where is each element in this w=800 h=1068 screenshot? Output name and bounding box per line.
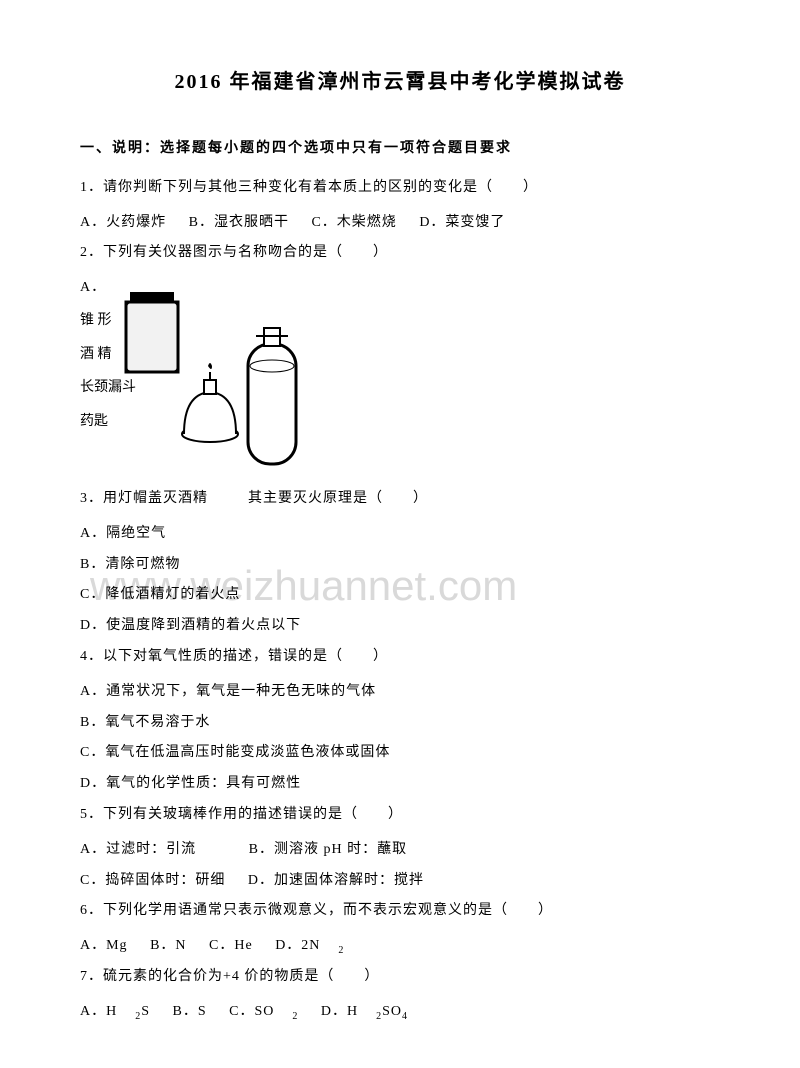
question-7-stem: 7．硫元素的化合价为+4 价的物质是（ ） (80, 962, 720, 993)
q4-option-a: A．通常状况下，氧气是一种无色无味的气体 (80, 677, 720, 708)
q1-option-a: A．火药爆炸 (80, 215, 166, 230)
q3-option-a: A．隔绝空气 (80, 519, 720, 550)
q7-option-a: A．H2S (80, 1004, 150, 1019)
q5-option-d: D．加速固体溶解时：搅拌 (248, 873, 424, 888)
section-header: 一、说明：选择题每小题的四个选项中只有一项符合题目要求 (80, 134, 720, 165)
apparatus-svg (120, 284, 340, 484)
q3-stem-b: 其主要灭火原理是（ ） (248, 491, 428, 506)
q4-option-d: D．氧气的化学性质：具有可燃性 (80, 769, 720, 800)
q3-option-d: D．使温度降到酒精的着火点以下 (80, 611, 720, 642)
question-4-stem: 4．以下对氧气性质的描述，错误的是（ ） (80, 642, 720, 673)
question-5-options-row2: C．捣碎固体时：研细 D．加速固体溶解时：搅拌 (80, 866, 720, 897)
q4-option-c: C．氧气在低温高压时能变成淡蓝色液体或固体 (80, 738, 720, 769)
question-2-stem: 2．下列有关仪器图示与名称吻合的是（ ） (80, 238, 720, 269)
q1-option-c: C．木柴燃烧 (311, 215, 396, 230)
question-6-options: A．Mg B．N C．He D．2N2 (80, 931, 720, 962)
q3-stem-a: 3．用灯帽盖灭酒精 (80, 491, 208, 506)
question-5-stem: 5．下列有关玻璃棒作用的描述错误的是（ ） (80, 800, 720, 831)
page-title: 2016 年福建省漳州市云霄县中考化学模拟试卷 (80, 60, 720, 104)
question-3-stem: 3．用灯帽盖灭酒精 其主要灭火原理是（ ） (80, 484, 720, 515)
question-1-options: A．火药爆炸 B．湿衣服晒干 C．木柴燃烧 D．菜变馊了 (80, 208, 720, 239)
apparatus-diagram-area: 锥 形 酒 精 长颈漏斗 药匙 (80, 304, 720, 484)
q6-option-b: B．N (150, 938, 186, 953)
q5-option-a: A．过滤时：引流 (80, 842, 196, 857)
q7-option-b: B．S (173, 1004, 207, 1019)
q6-option-d: D．2N2 (275, 938, 344, 953)
question-1-stem: 1．请你判断下列与其他三种变化有着本质上的区别的变化是（ ） (80, 173, 720, 204)
document-content: 2016 年福建省漳州市云霄县中考化学模拟试卷 一、说明：选择题每小题的四个选项… (80, 60, 720, 1028)
q6-option-c: C．He (209, 938, 253, 953)
question-5-options-row1: A．过滤时：引流 B．测溶液 pH 时：蘸取 (80, 835, 720, 866)
q4-option-b: B．氧气不易溶于水 (80, 708, 720, 739)
q3-option-b: B．清除可燃物 (80, 550, 720, 581)
q7-option-d: D．H2SO4 (321, 1004, 408, 1019)
q1-option-b: B．湿衣服晒干 (189, 215, 289, 230)
q1-option-d: D．菜变馊了 (419, 215, 505, 230)
q3-option-c: C．降低酒精灯的着火点 (80, 580, 720, 611)
q5-option-b: B．测溶液 pH 时：蘸取 (249, 842, 407, 857)
q6-option-a: A．Mg (80, 938, 128, 953)
question-7-options: A．H2S B．S C．SO2 D．H2SO4 (80, 997, 720, 1028)
q7-option-c: C．SO2 (229, 1004, 298, 1019)
question-6-stem: 6．下列化学用语通常只表示微观意义，而不表示宏观意义的是（ ） (80, 896, 720, 927)
q5-option-c: C．捣碎固体时：研细 (80, 873, 225, 888)
